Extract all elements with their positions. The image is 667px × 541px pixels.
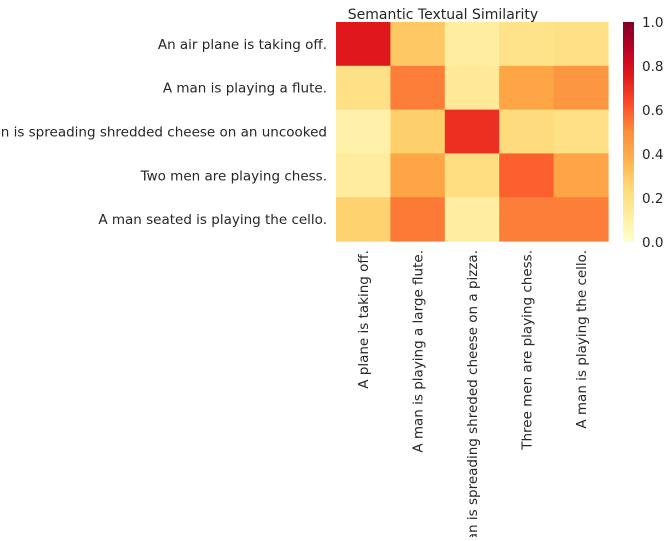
colorbar-tick-label: 0.2	[642, 191, 663, 207]
column-label: Three men are playing chess.	[519, 250, 535, 451]
heatmap-cell-r1-c2	[444, 65, 500, 111]
colorbar	[623, 22, 634, 242]
colorbar-tick-label: 1.0	[642, 15, 663, 31]
heatmap-cell-r1-c0	[336, 65, 391, 111]
row-label: A man is spreading shredded cheese on an…	[0, 125, 327, 141]
heatmap-cell-r3-c3	[499, 153, 555, 198]
column-label: A plane is taking off.	[356, 250, 372, 389]
heatmap-cell-r4-c1	[390, 197, 446, 242]
row-label: A man is playing a flute.	[163, 81, 327, 97]
row-label: Two men are playing chess.	[140, 168, 327, 184]
heatmap-cell-r0-c3	[499, 22, 555, 67]
heatmap-cell-r3-c0	[336, 153, 391, 198]
row-label: A man seated is playing the cello.	[98, 212, 327, 228]
heatmap-cell-r2-c0	[336, 109, 391, 154]
colorbar-tick-label: 0.8	[642, 59, 663, 75]
heatmap-cell-r3-c4	[553, 153, 609, 198]
column-labels: A plane is taking off. A man is playing a…	[356, 250, 590, 541]
heatmap-cell-r4-c2	[444, 197, 500, 242]
heatmap-cell-r3-c1	[390, 153, 446, 198]
column-label: A man is playing a large flute.	[411, 250, 427, 453]
heatmap-cell-r0-c1	[390, 22, 446, 67]
heatmap-cell-r1-c1	[390, 65, 446, 111]
heatmap-cell-r1-c3	[499, 65, 555, 111]
row-label: An air plane is taking off.	[158, 37, 327, 53]
heatmap-cell-r2-c4	[553, 109, 609, 154]
heatmap-cell-r4-c4	[553, 197, 609, 242]
chart-title: Semantic Textual Similarity	[348, 7, 538, 23]
column-label: A man is playing the cello.	[574, 250, 590, 429]
heatmap-cell-r1-c4	[553, 65, 609, 111]
heatmap-cells	[336, 22, 609, 242]
colorbar-tick-label: 0.6	[642, 103, 663, 119]
heatmap-cell-r3-c2	[444, 153, 500, 198]
colorbar-tick-label: 0.4	[642, 147, 663, 163]
colorbar-ticks: 0.0 0.2 0.4 0.6 0.8 1.0	[642, 15, 663, 251]
heatmap-cell-r0-c2	[444, 22, 500, 67]
heatmap-cell-r2-c2	[444, 109, 500, 154]
heatmap-cell-r2-c3	[499, 109, 555, 154]
heatmap-cell-r4-c0	[336, 197, 391, 242]
heatmap-cell-r0-c4	[553, 22, 609, 67]
heatmap-cell-r2-c1	[390, 109, 446, 154]
column-label: A man is spreading shreded cheese on a p…	[465, 250, 481, 537]
heatmap-cell-r4-c3	[499, 197, 555, 242]
colorbar-tick-label: 0.0	[642, 235, 663, 251]
heatmap-cell-r0-c0	[336, 22, 391, 67]
row-labels: An air plane is taking off. A man is play…	[0, 37, 327, 228]
